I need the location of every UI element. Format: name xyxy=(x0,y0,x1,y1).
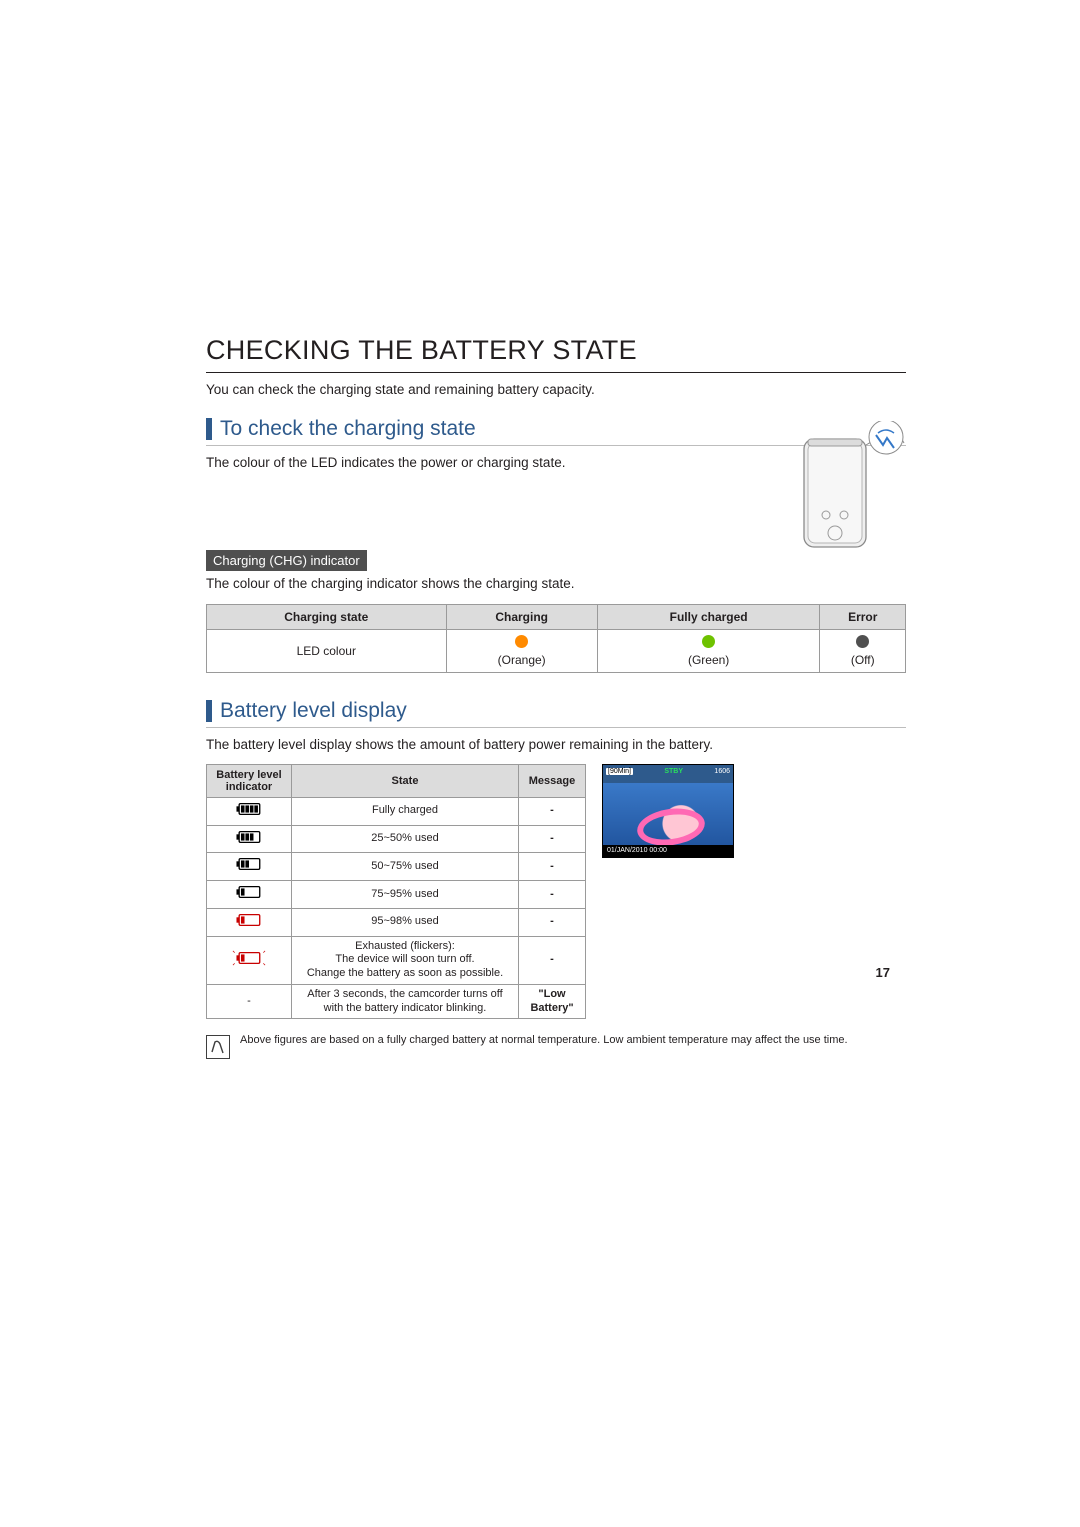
bl-message-cell: - xyxy=(519,881,586,909)
charging-row-label: LED colour xyxy=(207,629,447,672)
bl-indicator-cell xyxy=(207,908,292,936)
bl-state-cell: Exhausted (flickers):The device will soo… xyxy=(292,936,519,984)
bl-state-cell: After 3 seconds, the camcorder turns off… xyxy=(292,984,519,1019)
battery-level-body: The battery level display shows the amou… xyxy=(206,736,906,754)
bl-table-row: Fully charged- xyxy=(207,797,586,825)
bl-message-cell: - xyxy=(519,853,586,881)
lcd-preview: [90Min] STBY 1606 01/JAN/2010 00:00 xyxy=(602,764,734,858)
bl-table-row: Exhausted (flickers):The device will soo… xyxy=(207,936,586,984)
section-bar xyxy=(206,418,212,440)
bl-message-cell: - xyxy=(519,797,586,825)
bl-indicator-cell xyxy=(207,853,292,881)
note-text: Above figures are based on a fully charg… xyxy=(240,1033,906,1059)
section-heading: To check the charging state xyxy=(220,417,476,441)
charging-table-header: Fully charged xyxy=(597,604,820,629)
bl-indicator-cell xyxy=(207,825,292,853)
chg-indicator-body: The colour of the charging indicator sho… xyxy=(206,575,576,593)
charging-table-header: Error xyxy=(820,604,906,629)
charging-led-cell: (Orange) xyxy=(446,629,597,672)
bl-table-row: 25~50% used- xyxy=(207,825,586,853)
charging-table-header: Charging xyxy=(446,604,597,629)
bl-table-row: -After 3 seconds, the camcorder turns of… xyxy=(207,984,586,1019)
bl-table-row: 95~98% used- xyxy=(207,908,586,936)
preview-count: 1606 xyxy=(714,768,730,775)
page-title: CHECKING THE BATTERY STATE xyxy=(206,335,906,373)
bl-message-cell: - xyxy=(519,936,586,984)
bl-message-cell: "LowBattery" xyxy=(519,984,586,1019)
section-heading: Battery level display xyxy=(220,699,407,723)
charging-table: Charging stateChargingFully chargedError… xyxy=(206,604,906,673)
chg-indicator-tag: Charging (CHG) indicator xyxy=(206,550,367,571)
bl-table-header: Message xyxy=(519,764,586,797)
bl-table-row: 75~95% used- xyxy=(207,881,586,909)
bl-table-row: 50~75% used- xyxy=(207,853,586,881)
battery-level-table: Battery levelindicatorStateMessage Fully… xyxy=(206,764,586,1020)
intro-text: You can check the charging state and rem… xyxy=(206,381,906,399)
bl-state-cell: 75~95% used xyxy=(292,881,519,909)
bl-indicator-cell xyxy=(207,936,292,984)
bl-indicator-cell xyxy=(207,881,292,909)
preview-stby: STBY xyxy=(664,768,683,775)
bl-state-cell: 50~75% used xyxy=(292,853,519,881)
section-battery-level: Battery level display xyxy=(206,699,906,728)
note-icon xyxy=(206,1035,230,1059)
bl-message-cell: - xyxy=(519,825,586,853)
section-bar xyxy=(206,700,212,722)
bl-indicator-cell xyxy=(207,797,292,825)
charging-led-cell: (Off) xyxy=(820,629,906,672)
bl-message-cell: - xyxy=(519,908,586,936)
bl-table-header: Battery levelindicator xyxy=(207,764,292,797)
preview-time: [90Min] xyxy=(606,768,633,775)
charging-led-cell: (Green) xyxy=(597,629,820,672)
note: Above figures are based on a fully charg… xyxy=(206,1033,906,1059)
bl-state-cell: 95~98% used xyxy=(292,908,519,936)
bl-state-cell: 25~50% used xyxy=(292,825,519,853)
preview-date: 01/JAN/2010 00:00 xyxy=(603,845,733,857)
device-illustration xyxy=(786,421,906,551)
charging-table-header: Charging state xyxy=(207,604,447,629)
bl-state-cell: Fully charged xyxy=(292,797,519,825)
bl-table-header: State xyxy=(292,764,519,797)
bl-indicator-cell: - xyxy=(207,984,292,1019)
page-number: 17 xyxy=(876,965,890,980)
